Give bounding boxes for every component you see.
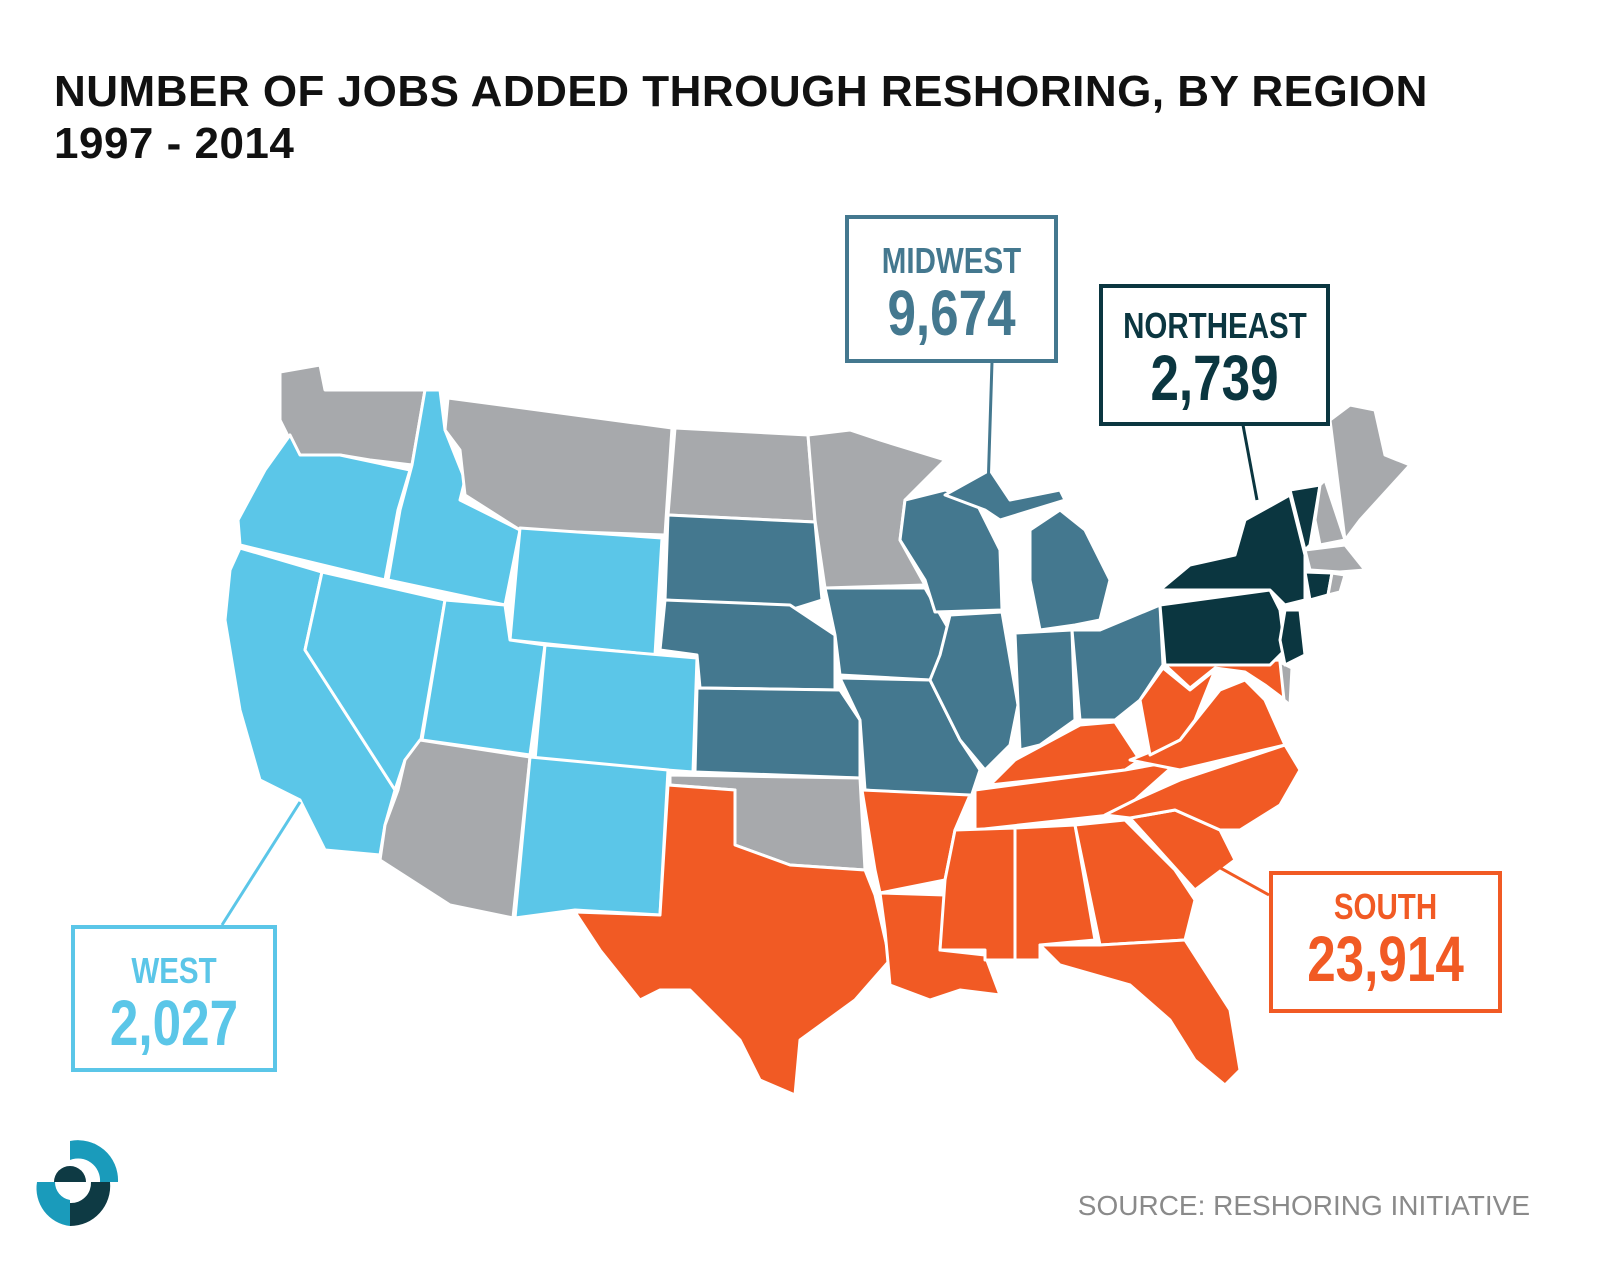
state-pa [1158,588,1287,667]
west-label-box: WEST 2,027 [71,925,277,1072]
state-nd [666,426,817,524]
state-mt [443,396,674,537]
state-nj [1278,608,1307,667]
chart-title: NUMBER OF JOBS ADDED THROUGH RESHORING, … [54,66,1428,170]
state-co [533,643,699,774]
midwest-label-box: MIDWEST 9,674 [845,215,1058,363]
west-value: 2,027 [109,987,239,1059]
west-leader-line [220,801,302,926]
northeast-leader-line [1241,424,1259,501]
state-az [378,738,532,920]
midwest-leader-line [986,361,994,491]
state-me [1328,403,1412,542]
state-nm [513,755,670,920]
state-ri [1326,571,1347,597]
northeast-name: NORTHEAST [1123,305,1307,346]
south-value: 23,914 [1307,923,1464,995]
state-vt [1288,483,1322,552]
south-name: SOUTH [1333,886,1438,927]
state-de [1278,660,1294,707]
state-nc [1103,743,1302,832]
midwest-name: MIDWEST [881,240,1022,281]
logo [36,1140,119,1227]
state-ma [1303,543,1367,574]
state-sd [663,513,824,612]
state-tx [573,783,892,1097]
state-nh [1313,478,1347,547]
state-ms [938,826,1017,962]
midwest-value: 9,674 [887,277,1016,349]
state-wa [278,363,427,467]
state-or [236,433,412,582]
state-wy [508,526,664,657]
state-il [928,610,1020,772]
south-label-box: SOUTH 23,914 [1269,871,1502,1013]
state-ks [693,686,862,780]
northeast-value: 2,739 [1150,342,1279,414]
state-wv [1138,666,1217,757]
state-mil [1028,508,1112,632]
title-line-1: NUMBER OF JOBS ADDED THROUGH RESHORING, … [54,67,1428,116]
west-name: WEST [131,950,217,991]
state-ny [1158,493,1307,607]
source-note: SOURCE: RESHORING INITIATIVE [1077,1190,1530,1221]
state-fl [1038,938,1242,1087]
title-line-2: 1997 - 2014 [54,119,295,168]
south-leader-line [1214,863,1270,897]
northeast-label-box: NORTHEAST 2,739 [1099,284,1330,426]
state-miu [943,468,1067,522]
